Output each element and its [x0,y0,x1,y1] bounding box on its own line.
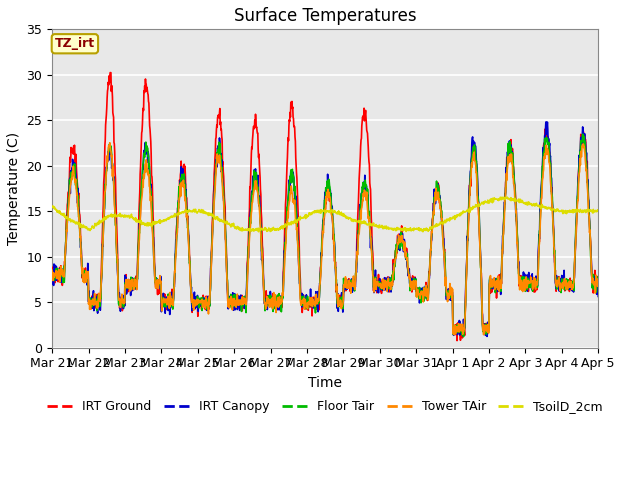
Title: Surface Temperatures: Surface Temperatures [234,7,417,25]
X-axis label: Time: Time [308,376,342,390]
Y-axis label: Temperature (C): Temperature (C) [7,132,21,245]
Legend: IRT Ground, IRT Canopy, Floor Tair, Tower TAir, TsoilD_2cm: IRT Ground, IRT Canopy, Floor Tair, Towe… [42,396,608,419]
Text: TZ_irt: TZ_irt [55,37,95,50]
